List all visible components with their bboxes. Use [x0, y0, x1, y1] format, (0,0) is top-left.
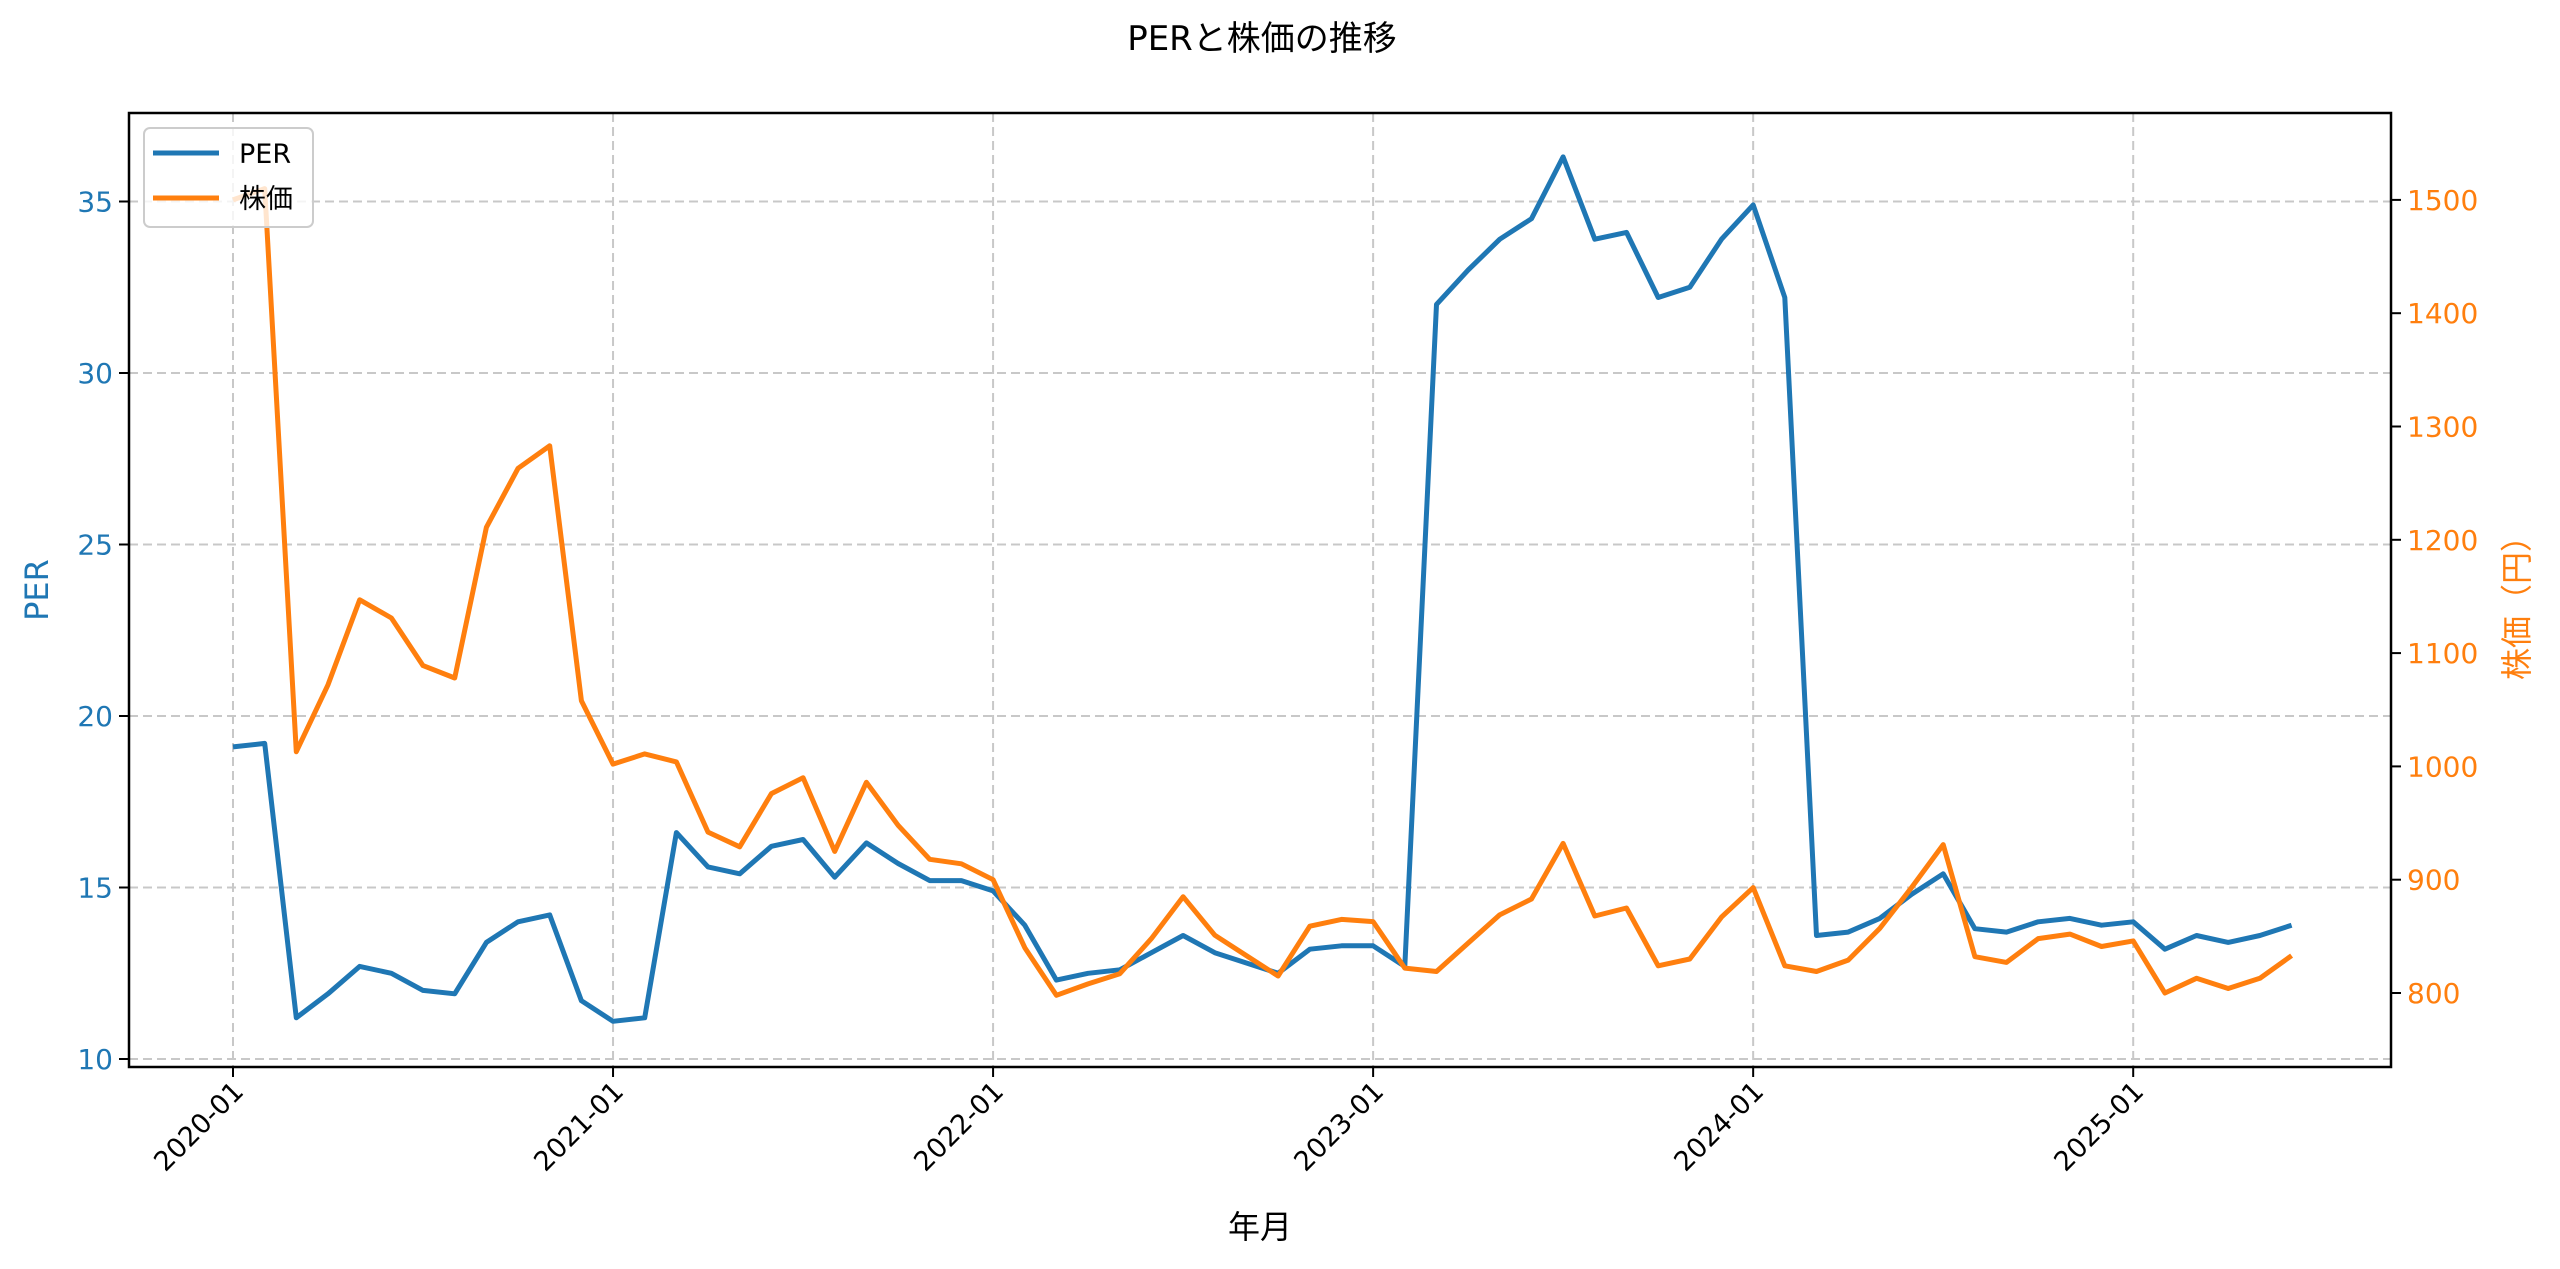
y-tick-label-left: 25: [77, 529, 113, 562]
plot-frame: [127, 111, 2393, 1069]
x-tick-label: 2021-01: [528, 1076, 630, 1178]
series-layer: [232, 154, 2294, 1024]
legend-label-per: PER: [239, 139, 291, 170]
y-tick-label-right: 1500: [2407, 184, 2478, 217]
price-line: [232, 186, 2294, 998]
y-tick-label-left: 10: [77, 1043, 113, 1076]
y-tick-label-left: 30: [77, 357, 113, 390]
right-y-axis: 800 900 1000 1100 1200 1300 1400 1500: [2391, 184, 2478, 1010]
y-tick-label-right: 1200: [2407, 524, 2478, 557]
y-axis-label-left: PER: [18, 559, 56, 621]
x-tick-label: 2023-01: [1288, 1076, 1390, 1178]
y-tick-label-left: 15: [77, 872, 113, 905]
chart-title: PERと株価の推移: [1127, 19, 1397, 59]
y-tick-label-right: 1100: [2407, 637, 2478, 670]
x-axis: 2020-01 2021-01 2022-01 2023-01 2024-01 2025-…: [148, 1067, 2150, 1178]
x-tick-label: 2024-01: [1668, 1076, 1770, 1178]
y-axis-label-right: 株価（円）: [2498, 520, 2536, 680]
y-tick-label-left: 35: [77, 186, 113, 219]
x-tick-label: 2025-01: [2048, 1076, 2150, 1178]
y-tick-label-right: 1400: [2407, 297, 2478, 330]
left-y-axis: 10 15 20 25 30 35: [77, 186, 129, 1076]
per-line: [232, 154, 2293, 1024]
x-axis-label: 年月: [1228, 1208, 1292, 1246]
y-tick-label-right: 800: [2407, 977, 2460, 1010]
y-tick-label-right: 900: [2407, 864, 2460, 897]
legend: PER 株価: [143, 127, 314, 228]
y-tick-label-right: 1300: [2407, 411, 2478, 444]
y-tick-label-left: 20: [77, 700, 113, 733]
y-tick-label-right: 1000: [2407, 750, 2478, 783]
grid-lines: [129, 113, 2391, 1067]
x-tick-label: 2022-01: [908, 1076, 1010, 1178]
legend-label-price: 株価: [239, 184, 293, 215]
x-tick-label: 2020-01: [148, 1076, 250, 1178]
